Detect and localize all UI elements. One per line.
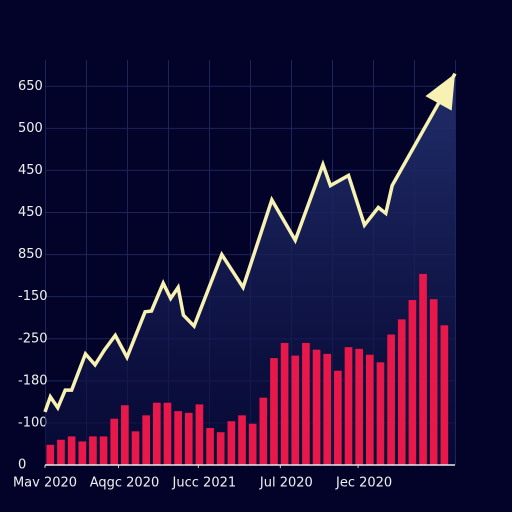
bar — [280, 342, 289, 465]
bar — [323, 353, 332, 465]
bar — [291, 355, 300, 465]
bar — [397, 319, 406, 465]
bar — [89, 436, 97, 465]
bar — [312, 349, 321, 465]
bar — [419, 273, 427, 465]
bar — [355, 348, 363, 465]
x-tick-label: Jul 2020 — [259, 476, 313, 491]
y-tick-label: -150 — [18, 289, 48, 304]
bar — [195, 404, 204, 465]
bar — [174, 411, 182, 465]
arrow-head — [425, 73, 455, 111]
y-tick-label: 650 — [18, 79, 43, 94]
y-tick-label: 500 — [18, 121, 43, 136]
bar — [131, 431, 140, 465]
y-tick-label: -250 — [18, 331, 48, 346]
bar — [99, 436, 108, 465]
bar — [46, 444, 55, 465]
bar — [429, 299, 438, 465]
bar — [365, 354, 374, 465]
y-tick-label: 0 — [18, 458, 26, 473]
bar — [227, 421, 236, 465]
bar — [302, 342, 310, 465]
bar — [121, 405, 129, 465]
line — [43, 72, 457, 413]
x-tick-label: Jec 2020 — [335, 476, 392, 491]
x-tick-label: Aqgc 2020 — [90, 476, 160, 491]
bar — [152, 402, 161, 465]
bar — [67, 436, 76, 465]
bar — [216, 432, 225, 465]
x-tick-label: Jucc 2021 — [172, 476, 237, 491]
x-tick-label: Mav 2020 — [13, 476, 77, 491]
y-tick-label: 850 — [18, 247, 43, 262]
bar — [110, 418, 119, 465]
y-tick-label: 450 — [18, 205, 43, 220]
y-tick-label: 450 — [18, 163, 43, 178]
bar — [334, 370, 342, 465]
bar — [259, 397, 268, 465]
bar — [408, 300, 417, 465]
bar — [270, 358, 278, 465]
bar — [57, 439, 65, 465]
bar — [142, 415, 151, 465]
bar — [238, 415, 246, 465]
y-tick-label: -100 — [18, 415, 48, 430]
y-tick-label: -180 — [18, 373, 48, 388]
bar — [78, 441, 87, 465]
bar — [387, 334, 395, 465]
bar — [206, 427, 214, 465]
bar — [163, 402, 172, 465]
bar — [248, 423, 257, 465]
bar — [184, 412, 193, 465]
bar — [376, 362, 385, 465]
bar — [440, 325, 449, 465]
bar — [344, 347, 353, 465]
